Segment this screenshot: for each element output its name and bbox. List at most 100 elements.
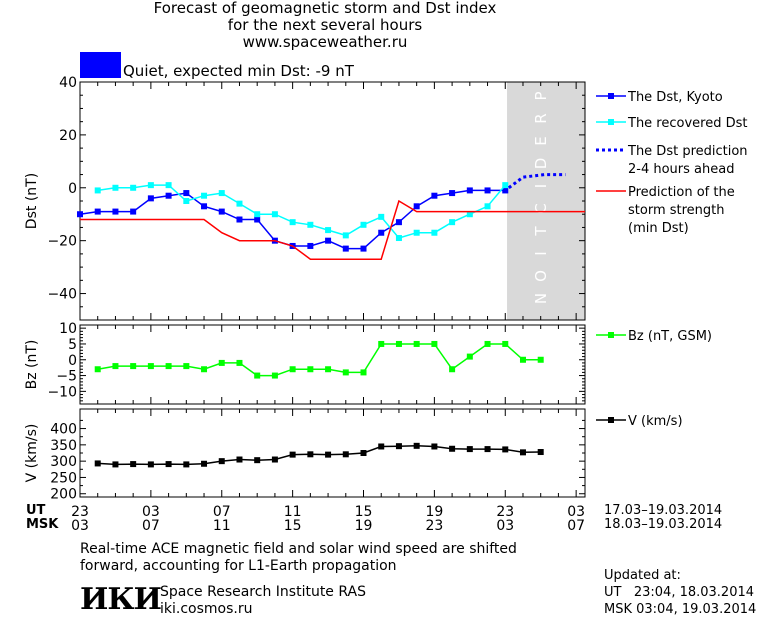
data-point [165, 363, 172, 370]
data-point [360, 450, 367, 456]
data-point [378, 229, 385, 236]
data-point [201, 366, 208, 373]
data-point [307, 242, 314, 249]
ut-tick-label: 03 [142, 504, 160, 520]
legend-label: The recovered Dst [627, 116, 747, 131]
updated-msk: MSK 03:04, 19.03.2014 [604, 602, 757, 617]
msk-tick-label: 23 [425, 518, 443, 534]
status-text: Quiet, expected min Dst: -9 nT [123, 62, 354, 80]
y-tick-label: 10 [59, 321, 77, 337]
data-point [94, 460, 101, 467]
data-point [112, 184, 119, 191]
data-point [236, 216, 243, 223]
data-point [431, 229, 438, 236]
data-point [484, 203, 491, 210]
iki-logo: ИКИ [80, 582, 162, 617]
data-point [395, 219, 402, 226]
data-point [289, 219, 296, 226]
institute-url: iki.cosmos.ru [160, 601, 253, 617]
data-point [449, 445, 456, 452]
data-point [466, 353, 473, 360]
institute-name: Space Research Institute RAS [160, 584, 366, 600]
title-line-3: www.spaceweather.ru [242, 33, 408, 51]
data-point [236, 359, 243, 366]
data-point [413, 340, 420, 347]
y-tick-label: 200 [50, 487, 77, 503]
data-point [395, 340, 402, 347]
data-point [413, 229, 420, 236]
series-line [507, 173, 566, 190]
ut-label: UT [26, 503, 46, 518]
prediction-zone [507, 82, 585, 320]
prediction-letter: I [532, 184, 550, 188]
data-point [218, 359, 225, 366]
prediction-letter: D [532, 158, 550, 170]
data-point [307, 221, 314, 228]
y-tick-label: 300 [50, 454, 77, 470]
legend-label: 2-4 hours ahead [628, 162, 734, 177]
data-point [431, 340, 438, 347]
data-point [484, 446, 491, 453]
data-point [165, 182, 172, 189]
legend-marker [608, 332, 614, 338]
data-point [236, 456, 243, 463]
data-point [254, 211, 261, 218]
data-point [466, 211, 473, 218]
data-point [130, 208, 137, 215]
ut-tick-label: 23 [71, 504, 89, 520]
data-point [342, 451, 349, 458]
data-point [112, 208, 119, 215]
data-point [466, 446, 473, 453]
msk-range: 18.03–19.03.2014 [604, 517, 723, 532]
legend-label: storm strength [628, 203, 725, 218]
series-line [97, 445, 541, 466]
data-point [484, 187, 491, 194]
msk-tick-label: 07 [142, 518, 160, 534]
data-point [395, 443, 402, 450]
data-point [289, 451, 296, 458]
data-point [201, 460, 208, 467]
title-line-2: for the next several hours [227, 16, 423, 34]
y-axis-label: V (km/s) [24, 424, 40, 483]
legend-label: Bz (nT, GSM) [628, 329, 712, 344]
data-point [325, 366, 332, 373]
data-point [218, 208, 225, 215]
data-point [147, 195, 154, 202]
y-tick-label: 0 [68, 353, 77, 369]
data-point [413, 442, 420, 449]
data-point [254, 216, 261, 223]
data-point [201, 203, 208, 210]
ut-tick-label: 11 [284, 504, 302, 520]
data-point [449, 219, 456, 226]
data-point [395, 235, 402, 242]
y-tick-label: 5 [68, 337, 77, 353]
footer-note-line-2: forward, accounting for L1-Earth propaga… [80, 558, 397, 574]
chart-title: Forecast of geomagnetic storm and Dst in… [0, 0, 650, 51]
legend-marker [608, 93, 614, 99]
data-point [147, 363, 154, 370]
data-point [325, 227, 332, 234]
title-line-1: Forecast of geomagnetic storm and Dst in… [153, 0, 497, 17]
data-point [271, 456, 278, 463]
series-line [80, 199, 585, 260]
ut-tick-label: 23 [496, 504, 514, 520]
data-point [378, 443, 385, 450]
legend-label: Prediction of the [628, 185, 735, 200]
series-line [97, 343, 541, 377]
data-point [254, 372, 261, 379]
data-point [130, 461, 137, 468]
data-point [77, 211, 83, 218]
data-point [218, 190, 225, 197]
prediction-letter: C [532, 203, 550, 213]
y-axis-label: Bz (nT) [24, 340, 40, 390]
data-point [147, 461, 154, 468]
data-point [183, 363, 190, 370]
data-point [342, 245, 349, 252]
ut-range: 17.03–19.03.2014 [604, 503, 723, 518]
data-point [342, 232, 349, 239]
data-point [378, 213, 385, 220]
msk-tick-label: 15 [284, 518, 302, 534]
data-point [183, 461, 190, 468]
data-point [537, 449, 544, 456]
